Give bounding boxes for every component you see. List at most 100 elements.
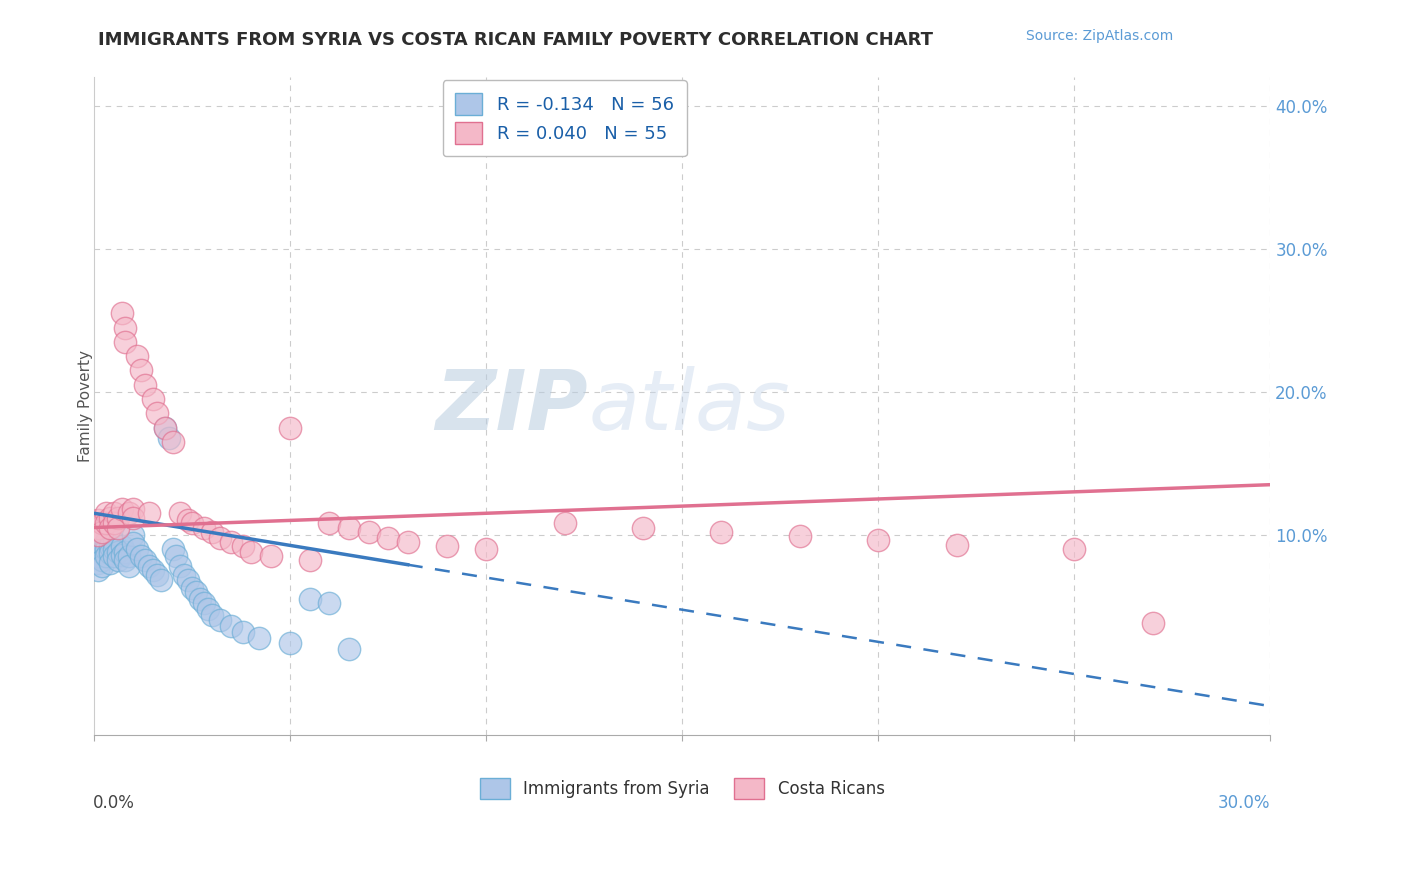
Point (94, 534, 117, 549)
Point (87, 520, 110, 534)
Point (107, 510, 129, 524)
Point (94, 506, 117, 520)
Point (247, 631, 270, 645)
Point (118, 506, 141, 520)
Point (127, 541, 149, 556)
Point (318, 516, 340, 531)
Point (232, 624, 254, 639)
Point (146, 567, 169, 582)
Point (188, 592, 211, 607)
Text: 0.0%: 0.0% (93, 794, 135, 812)
Point (181, 516, 204, 531)
Point (122, 510, 145, 524)
Point (377, 531, 399, 545)
Point (87, 534, 110, 549)
Point (98, 539, 121, 553)
Point (87, 549, 110, 563)
Point (98, 546, 121, 560)
Point (221, 534, 243, 549)
Point (157, 431, 180, 445)
Point (142, 392, 165, 406)
Point (103, 516, 125, 531)
Point (1063, 541, 1085, 556)
Point (184, 585, 207, 599)
Point (554, 516, 576, 531)
Point (173, 567, 195, 582)
Point (162, 541, 184, 556)
Point (114, 334, 136, 349)
Point (122, 536, 145, 550)
Point (87, 527, 110, 541)
Point (1142, 616, 1164, 631)
Point (114, 553, 136, 567)
Point (134, 377, 156, 392)
Point (868, 533, 890, 548)
Point (98, 520, 121, 534)
Point (208, 531, 231, 545)
Point (239, 545, 262, 559)
Point (710, 524, 733, 539)
Point (114, 545, 136, 559)
Point (91, 524, 114, 539)
Point (278, 420, 301, 434)
Point (436, 539, 458, 553)
Point (91, 553, 114, 567)
Point (153, 420, 176, 434)
Point (138, 559, 160, 574)
Point (91, 539, 114, 553)
Point (789, 529, 811, 543)
Point (103, 541, 125, 556)
Point (221, 619, 243, 633)
Point (87, 541, 110, 556)
Point (181, 581, 204, 595)
Point (87, 563, 110, 577)
Point (298, 592, 321, 607)
Point (134, 553, 156, 567)
Point (94, 516, 117, 531)
Point (110, 539, 132, 553)
Point (103, 549, 125, 563)
Point (165, 549, 187, 563)
Point (337, 520, 360, 534)
Point (232, 539, 254, 553)
Point (98, 510, 121, 524)
Point (87, 556, 110, 570)
Point (103, 534, 125, 549)
Point (114, 320, 136, 334)
Point (177, 574, 200, 588)
Point (201, 524, 224, 539)
Point (162, 434, 184, 449)
Point (129, 363, 152, 377)
Point (107, 545, 129, 559)
Text: ZIP: ZIP (436, 366, 588, 447)
Point (146, 406, 169, 420)
Point (193, 520, 215, 534)
Point (138, 506, 160, 520)
Point (103, 506, 125, 520)
Point (122, 502, 145, 516)
Point (197, 602, 219, 616)
Point (127, 349, 149, 363)
Point (169, 559, 191, 574)
Point (91, 516, 114, 531)
Point (201, 607, 224, 622)
Text: Source: ZipAtlas.com: Source: ZipAtlas.com (1026, 29, 1174, 43)
Y-axis label: Family Poverty: Family Poverty (79, 350, 93, 462)
Point (337, 642, 360, 657)
Point (278, 636, 301, 650)
Point (107, 553, 129, 567)
Text: 30.0%: 30.0% (1218, 794, 1271, 812)
Point (475, 541, 498, 556)
Point (153, 420, 176, 434)
Point (118, 549, 141, 563)
Point (149, 574, 172, 588)
Point (87, 513, 110, 527)
Point (94, 549, 117, 563)
Point (129, 549, 152, 563)
Point (142, 563, 165, 577)
Point (110, 306, 132, 320)
Point (122, 527, 145, 541)
Point (118, 559, 141, 574)
Point (298, 553, 321, 567)
Text: IMMIGRANTS FROM SYRIA VS COSTA RICAN FAMILY POVERTY CORRELATION CHART: IMMIGRANTS FROM SYRIA VS COSTA RICAN FAM… (98, 31, 934, 49)
